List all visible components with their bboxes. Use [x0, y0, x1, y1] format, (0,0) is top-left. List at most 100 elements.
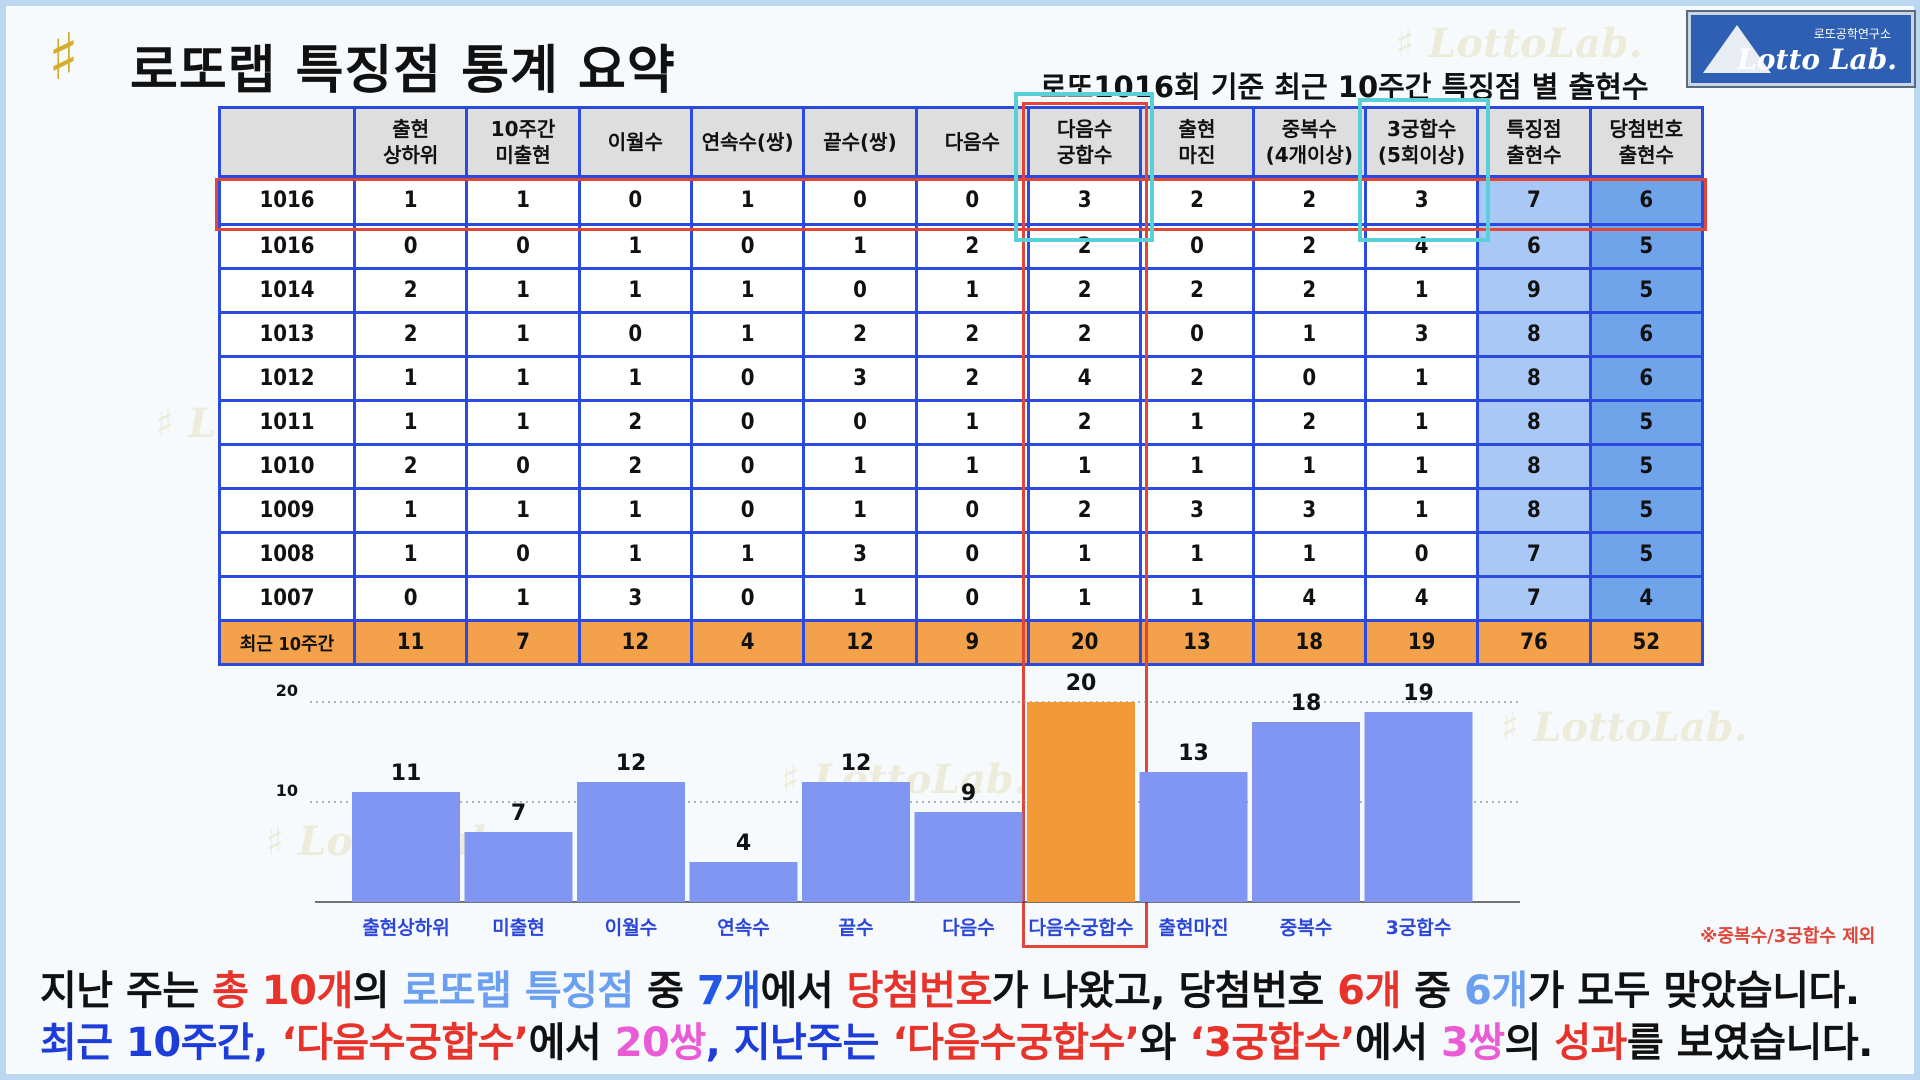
- summary-segment: 총 10개: [212, 968, 353, 1014]
- round-cell: 1011: [218, 399, 356, 446]
- value-cell: 5: [1588, 443, 1705, 490]
- summary-segment: 가 나왔고, 당첨번호: [991, 968, 1338, 1014]
- summary-segment: 중: [633, 968, 697, 1014]
- value-cell: 3: [1251, 487, 1367, 534]
- value-cell: 2: [352, 267, 469, 314]
- value-cell: 0: [689, 575, 806, 622]
- round-cell: 1010: [218, 443, 356, 490]
- summary-segment: 3쌍: [1440, 1020, 1505, 1066]
- value-cell: 0: [352, 575, 469, 622]
- x-tick-label: 다음수: [942, 917, 994, 939]
- value-cell: 2: [1026, 223, 1143, 270]
- value-cell: 7: [1476, 531, 1592, 578]
- table-row-latest: 1016 1 1 0 1 0 0 3 2 2 3 7 6: [218, 175, 1705, 226]
- value-cell: 7: [1476, 175, 1592, 226]
- summary-segment: 로또랩 특징점: [402, 968, 635, 1014]
- sharp-icon: ♯: [48, 21, 79, 95]
- x-tick-label: 미출현: [492, 917, 544, 939]
- value-cell: 8: [1476, 443, 1592, 490]
- data-label: 18: [1291, 691, 1322, 716]
- summary-segment: 최근 10주간,: [40, 1020, 282, 1066]
- value-cell: 2: [1026, 267, 1143, 314]
- value-cell: 2: [1026, 311, 1143, 358]
- value-cell: 0: [689, 399, 806, 446]
- value-cell: 3: [1026, 175, 1143, 226]
- round-cell: 1007: [218, 575, 356, 622]
- value-cell: 2: [1139, 355, 1255, 402]
- bar: [1252, 722, 1360, 902]
- round-cell: 1009: [218, 487, 356, 534]
- logo-subtext: 로또공학연구소: [1813, 27, 1891, 41]
- data-label: 12: [616, 751, 647, 776]
- summary-segment: 중: [1400, 968, 1464, 1014]
- value-cell: 1: [1363, 443, 1480, 490]
- value-cell: 6: [1588, 311, 1705, 358]
- value-cell: 2: [1026, 399, 1143, 446]
- value-cell: 3: [802, 355, 918, 402]
- value-cell: 2: [352, 443, 469, 490]
- bar: [914, 812, 1023, 902]
- value-cell: 3: [1139, 487, 1255, 534]
- value-cell: 1: [465, 175, 581, 226]
- value-cell: 2: [1139, 175, 1255, 226]
- value-cell: 1: [465, 399, 581, 446]
- value-cell: 1: [1251, 443, 1367, 490]
- value-cell: 2: [1251, 175, 1367, 226]
- value-cell: 1: [1363, 487, 1480, 534]
- value-cell: 1: [352, 487, 469, 534]
- x-tick-label: 출현상하위: [362, 917, 449, 939]
- value-cell: 0: [914, 487, 1030, 534]
- total-cell: 18: [1251, 619, 1367, 666]
- table-row: 1009 1 1 1 0 1 0 2 3 3 1 8 5: [218, 487, 1705, 534]
- value-cell: 1: [465, 355, 581, 402]
- value-cell: 3: [1363, 311, 1480, 358]
- summary-segment: 6개: [1463, 968, 1528, 1014]
- value-cell: 0: [914, 531, 1030, 578]
- value-cell: 5: [1588, 399, 1705, 446]
- total-cell: 12: [802, 619, 918, 666]
- table-row: 1012 1 1 1 0 3 2 4 2 0 1 8 6: [218, 355, 1705, 402]
- summary-line-2: 최근 10주간, ‘다음수궁합수’에서 20쌍, 지난주는 ‘다음수궁합수’와 …: [40, 1010, 1873, 1068]
- value-cell: 0: [802, 267, 918, 314]
- value-cell: 4: [1251, 575, 1367, 622]
- value-cell: 1: [1363, 399, 1480, 446]
- value-cell: 2: [914, 311, 1030, 358]
- summary-segment: 20쌍: [614, 1020, 706, 1066]
- value-cell: 0: [577, 311, 693, 358]
- value-cell: 1: [465, 311, 581, 358]
- value-cell: 1: [465, 267, 581, 314]
- value-cell: 1: [577, 487, 693, 534]
- value-cell: 3: [1363, 175, 1480, 226]
- value-cell: 2: [1251, 399, 1367, 446]
- round-cell: 1012: [218, 355, 356, 402]
- bar: [352, 792, 460, 902]
- bar: [464, 832, 573, 902]
- summary-segment: 에서: [1354, 1020, 1441, 1066]
- round-cell: 1008: [218, 531, 356, 578]
- header-cell: 다음수: [914, 106, 1030, 178]
- summary-segment: 성과: [1554, 1020, 1627, 1066]
- x-tick-label: 다음수궁합수: [1029, 917, 1134, 939]
- y-tick-label: 20: [276, 681, 298, 700]
- round-cell: 1013: [218, 311, 356, 358]
- bar: [1139, 772, 1248, 902]
- header-blank: [218, 106, 356, 178]
- header-cell: 출현 상하위: [352, 106, 469, 178]
- summary-segment: 의: [352, 968, 403, 1014]
- table-row: 1008 1 0 1 1 3 0 1 1 1 0 7 5: [218, 531, 1705, 578]
- value-cell: 2: [802, 311, 918, 358]
- total-cell: 11: [352, 619, 469, 666]
- value-cell: 1: [465, 487, 581, 534]
- value-cell: 0: [689, 355, 806, 402]
- header-cell: 중복수 (4개이상): [1251, 106, 1367, 178]
- value-cell: 1: [1026, 443, 1143, 490]
- value-cell: 1: [1363, 355, 1480, 402]
- value-cell: 2: [1026, 487, 1143, 534]
- total-cell: 13: [1139, 619, 1255, 666]
- value-cell: 5: [1588, 531, 1705, 578]
- value-cell: 0: [914, 175, 1030, 226]
- data-label: 4: [736, 831, 751, 856]
- value-cell: 1: [689, 311, 806, 358]
- value-cell: 1: [1026, 575, 1143, 622]
- value-cell: 1: [802, 575, 918, 622]
